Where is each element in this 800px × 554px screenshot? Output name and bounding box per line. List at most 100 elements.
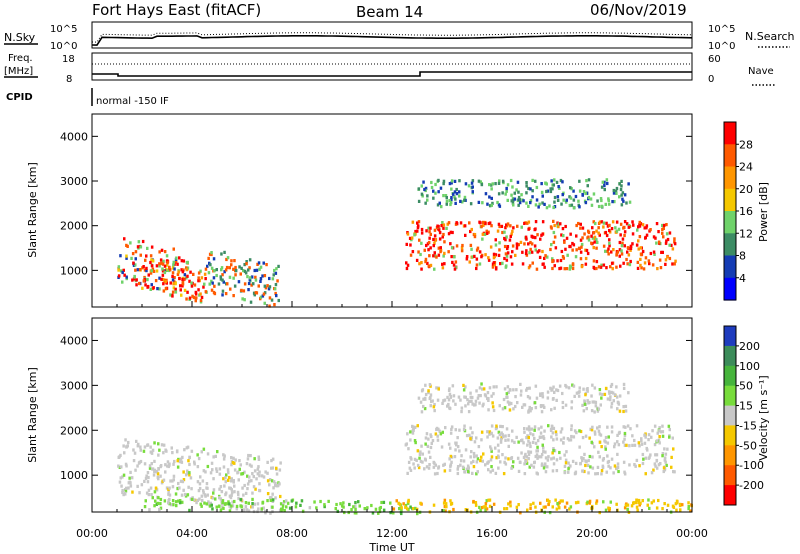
- y-tick-label: 4000: [60, 334, 88, 347]
- range-cell: [190, 281, 193, 285]
- range-cell: [502, 472, 506, 476]
- range-cell: [591, 466, 595, 470]
- range-cell: [251, 491, 254, 495]
- range-cell: [637, 225, 640, 229]
- range-cell: [655, 506, 659, 510]
- range-cell: [558, 267, 561, 271]
- range-cell: [628, 463, 631, 467]
- range-cell: [405, 242, 408, 246]
- range-cell: [237, 478, 240, 482]
- range-cell: [569, 464, 572, 468]
- range-cell: [458, 190, 461, 194]
- range-cell: [608, 509, 611, 513]
- range-cell: [566, 253, 569, 257]
- range-cell: [622, 409, 625, 414]
- range-cell: [580, 242, 584, 247]
- range-cell: [410, 236, 414, 240]
- range-cell: [555, 437, 559, 441]
- range-cell: [456, 445, 460, 449]
- range-cell: [452, 394, 456, 398]
- range-cell: [591, 455, 594, 459]
- range-cell: [584, 463, 587, 468]
- range-cell: [220, 490, 224, 494]
- range-cell: [596, 472, 599, 476]
- range-cell: [121, 270, 124, 275]
- range-cell: [355, 511, 358, 515]
- range-cell: [546, 458, 550, 462]
- range-cell: [448, 182, 452, 186]
- range-cell: [588, 501, 591, 505]
- range-cell: [552, 205, 555, 210]
- range-cell: [581, 226, 585, 230]
- range-cell: [538, 255, 542, 259]
- range-cell: [600, 469, 604, 473]
- range-cell: [183, 492, 187, 497]
- range-cell: [662, 226, 665, 230]
- range-cell: [243, 298, 246, 302]
- range-cell: [592, 259, 596, 263]
- range-cell: [263, 301, 266, 305]
- range-cell: [641, 452, 645, 457]
- range-cell: [480, 255, 483, 259]
- range-cell: [442, 226, 445, 230]
- range-cell: [469, 395, 473, 399]
- range-cell: [497, 192, 501, 196]
- range-cell: [450, 181, 453, 185]
- range-cell: [484, 463, 487, 467]
- range-cell: [550, 388, 553, 392]
- range-cell: [469, 391, 472, 395]
- range-cell: [497, 449, 500, 453]
- range-cell: [611, 220, 615, 224]
- range-cell: [599, 197, 603, 201]
- range-cell: [593, 432, 597, 436]
- range-cell: [200, 276, 204, 280]
- range-cell: [166, 259, 169, 263]
- range-cell: [196, 453, 199, 457]
- range-cell: [437, 246, 441, 250]
- range-cell: [230, 493, 233, 497]
- range-cell: [497, 222, 501, 226]
- range-cell: [429, 226, 432, 230]
- range-cell: [540, 182, 543, 186]
- range-cell: [487, 258, 491, 262]
- range-cell: [613, 445, 616, 449]
- range-cell: [234, 265, 237, 270]
- range-cell: [264, 509, 267, 513]
- range-cell: [430, 441, 433, 445]
- range-cell: [593, 430, 597, 434]
- range-cell: [563, 505, 567, 509]
- range-cell: [168, 268, 172, 272]
- range-cell: [578, 386, 581, 390]
- range-cell: [426, 261, 429, 265]
- range-cell: [455, 244, 459, 248]
- range-cell: [211, 468, 214, 472]
- range-cell: [166, 460, 170, 464]
- range-cell: [210, 279, 213, 283]
- range-cell: [645, 224, 649, 228]
- range-cell: [434, 191, 437, 195]
- range-cell: [635, 498, 639, 502]
- range-cell: [425, 465, 429, 469]
- range-cell: [132, 261, 135, 265]
- range-cell: [199, 292, 202, 296]
- range-cell: [275, 294, 278, 298]
- range-cell: [653, 443, 657, 447]
- range-cell: [449, 464, 452, 468]
- range-cell: [212, 290, 216, 295]
- range-cell: [470, 450, 473, 454]
- range-cell: [409, 505, 412, 509]
- range-cell: [589, 465, 592, 469]
- range-cell: [534, 248, 537, 252]
- range-cell: [582, 387, 585, 391]
- range-cell: [505, 254, 509, 258]
- range-cell: [527, 186, 530, 191]
- range-cell: [231, 504, 235, 508]
- range-cell: [215, 273, 218, 278]
- range-cell: [508, 408, 512, 412]
- range-cell: [419, 450, 422, 454]
- range-cell: [535, 471, 538, 475]
- range-cell: [662, 235, 665, 239]
- range-cell: [444, 509, 447, 513]
- range-cell: [134, 257, 137, 261]
- range-cell: [119, 254, 122, 258]
